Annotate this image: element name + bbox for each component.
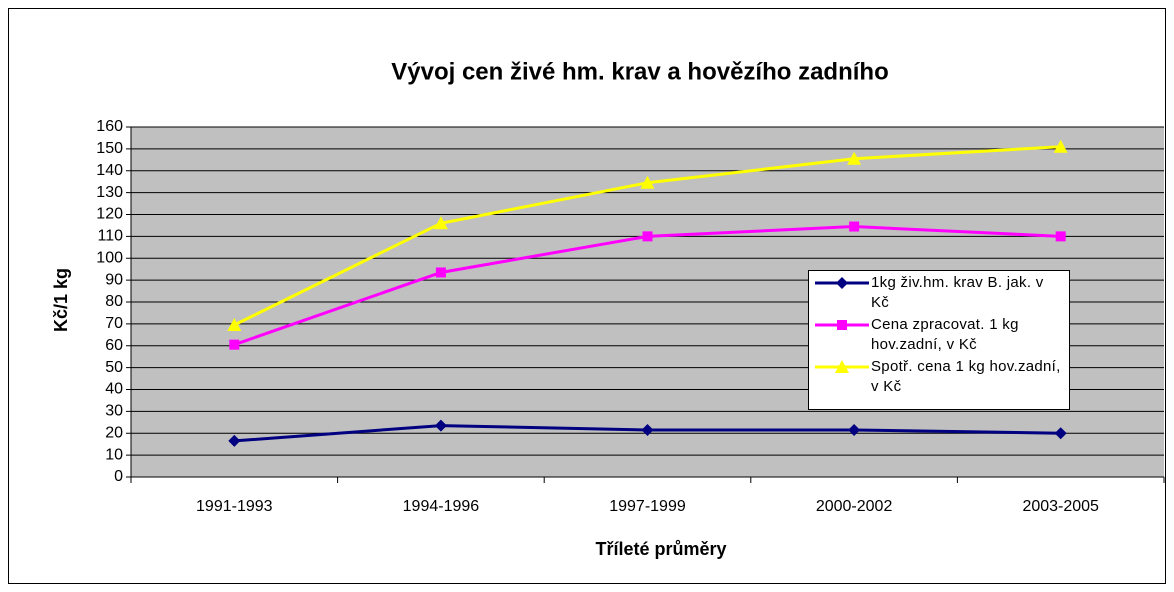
y-tick-label: 60 bbox=[105, 337, 123, 354]
marker bbox=[835, 360, 849, 373]
x-tick-label: 2000-2002 bbox=[816, 498, 893, 515]
chart-title: Vývoj cen živé hm. krav a hovězího zadní… bbox=[391, 58, 888, 85]
y-tick-label: 110 bbox=[97, 228, 123, 245]
y-tick-label: 10 bbox=[105, 446, 123, 463]
marker bbox=[640, 175, 655, 189]
y-tick-label: 160 bbox=[96, 118, 123, 135]
legend-symbol bbox=[815, 360, 869, 373]
legend-label: 1kg živ.hm. krav B. jak. v Kč bbox=[871, 274, 1044, 311]
legend-symbol bbox=[815, 277, 869, 289]
legend-item: Cena zpracovat. 1 kg hov.zadní, v Kč bbox=[813, 315, 1065, 355]
marker bbox=[641, 423, 654, 436]
marker bbox=[848, 423, 861, 436]
y-tick-label: 80 bbox=[105, 293, 123, 310]
x-axis-label: Tříleté průměry bbox=[595, 539, 726, 559]
marker bbox=[836, 277, 848, 289]
marker bbox=[228, 434, 241, 447]
marker bbox=[1054, 427, 1067, 440]
y-tick-label: 20 bbox=[105, 424, 123, 441]
legend-item: 1kg živ.hm. krav B. jak. v Kč bbox=[813, 273, 1065, 313]
y-tick-label: 90 bbox=[105, 271, 123, 288]
marker bbox=[1053, 139, 1068, 153]
marker bbox=[227, 317, 242, 331]
x-tick-label: 1997-1999 bbox=[609, 498, 686, 515]
y-axis-label: Kč/1 kg bbox=[51, 268, 71, 332]
legend-label: Spotř. cena 1 kg hov.zadní, v Kč bbox=[871, 358, 1061, 395]
y-tick-label: 0 bbox=[114, 468, 123, 485]
marker bbox=[849, 221, 860, 232]
y-tick-label: 130 bbox=[96, 184, 123, 201]
y-tick-label: 140 bbox=[96, 162, 123, 179]
x-tick-label: 1994-1996 bbox=[403, 498, 480, 515]
x-tick-label: 2003-2005 bbox=[1022, 498, 1099, 515]
y-tick-label: 150 bbox=[96, 140, 123, 157]
y-tick-label: 120 bbox=[96, 206, 123, 223]
legend-label: Cena zpracovat. 1 kg hov.zadní, v Kč bbox=[871, 316, 1019, 353]
legend-item: Spotř. cena 1 kg hov.zadní, v Kč bbox=[813, 357, 1065, 397]
y-tick-label: 50 bbox=[105, 359, 123, 376]
legend: 1kg živ.hm. krav B. jak. v Kč Cena zpraco… bbox=[808, 270, 1070, 410]
y-tick-label: 40 bbox=[105, 381, 123, 398]
x-tick-label: 1991-1993 bbox=[196, 498, 273, 515]
y-tick-label: 70 bbox=[105, 315, 123, 332]
marker bbox=[837, 320, 847, 330]
y-tick-label: 100 bbox=[96, 249, 123, 266]
marker bbox=[434, 419, 447, 432]
legend-symbol bbox=[815, 320, 869, 330]
marker bbox=[1055, 231, 1066, 242]
y-tick-label: 30 bbox=[105, 403, 123, 420]
marker bbox=[433, 216, 448, 230]
marker bbox=[435, 267, 446, 278]
marker bbox=[847, 151, 862, 165]
marker bbox=[229, 339, 240, 350]
marker bbox=[642, 231, 653, 242]
